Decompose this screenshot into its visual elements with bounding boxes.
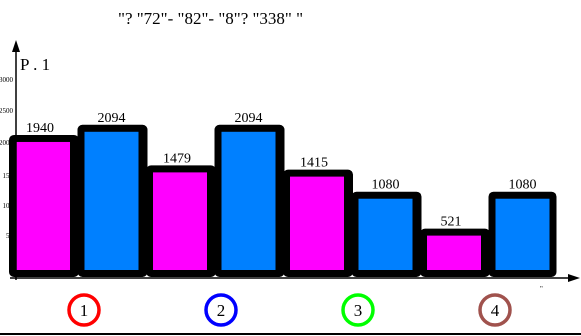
category-circle <box>204 293 238 327</box>
category-circle <box>67 293 101 327</box>
y-tick-label: 100 <box>3 202 14 210</box>
category-label: 2 <box>217 301 226 320</box>
x-axis-arrow <box>568 274 580 282</box>
axes: 50 100 150 2000 2500 3000 <box>0 40 580 282</box>
y-tick-label: 3000 <box>0 76 14 84</box>
bar-pink <box>427 235 481 270</box>
value-labels: 1940 2094 1479 2094 1415 1080 521 1080 <box>26 111 537 230</box>
y-tick-label: 150 <box>3 172 14 180</box>
bar-pink <box>290 176 344 270</box>
bar-layer <box>16 131 550 270</box>
chart-title: "? "72"- "82"- "8"? "338" " <box>118 9 303 28</box>
bar-value-label: 2094 <box>235 111 263 126</box>
y-tick-label: 2500 <box>0 107 14 115</box>
bar-blue <box>221 131 276 270</box>
bar-value-label: 1479 <box>163 151 191 166</box>
y-tick-label: 50 <box>6 232 14 240</box>
bar-value-label: 1940 <box>26 121 54 136</box>
bar-blue <box>358 198 413 270</box>
bar-value-label: 1080 <box>509 178 537 193</box>
bar-pink <box>153 172 207 270</box>
x-axis-end-label: " <box>540 285 543 293</box>
y-axis-arrow <box>12 40 20 52</box>
bar-value-label: 521 <box>441 215 462 230</box>
category-label: 4 <box>491 301 500 320</box>
category-label: 3 <box>354 301 363 320</box>
bar-value-label: 1080 <box>372 178 400 193</box>
y-axis-label: P . 1 <box>20 55 50 74</box>
bar-value-label: 2094 <box>98 111 126 126</box>
bar-value-label: 1415 <box>300 156 328 171</box>
y-tick-label: 2000 <box>0 139 14 147</box>
category-circle <box>341 293 375 327</box>
bar-blue <box>84 131 139 270</box>
bar-pink <box>16 141 70 270</box>
category-label: 1 <box>80 301 89 320</box>
bar-blue <box>495 198 550 270</box>
category-markers: 1 2 3 4 <box>67 293 512 327</box>
category-circle <box>478 293 512 327</box>
